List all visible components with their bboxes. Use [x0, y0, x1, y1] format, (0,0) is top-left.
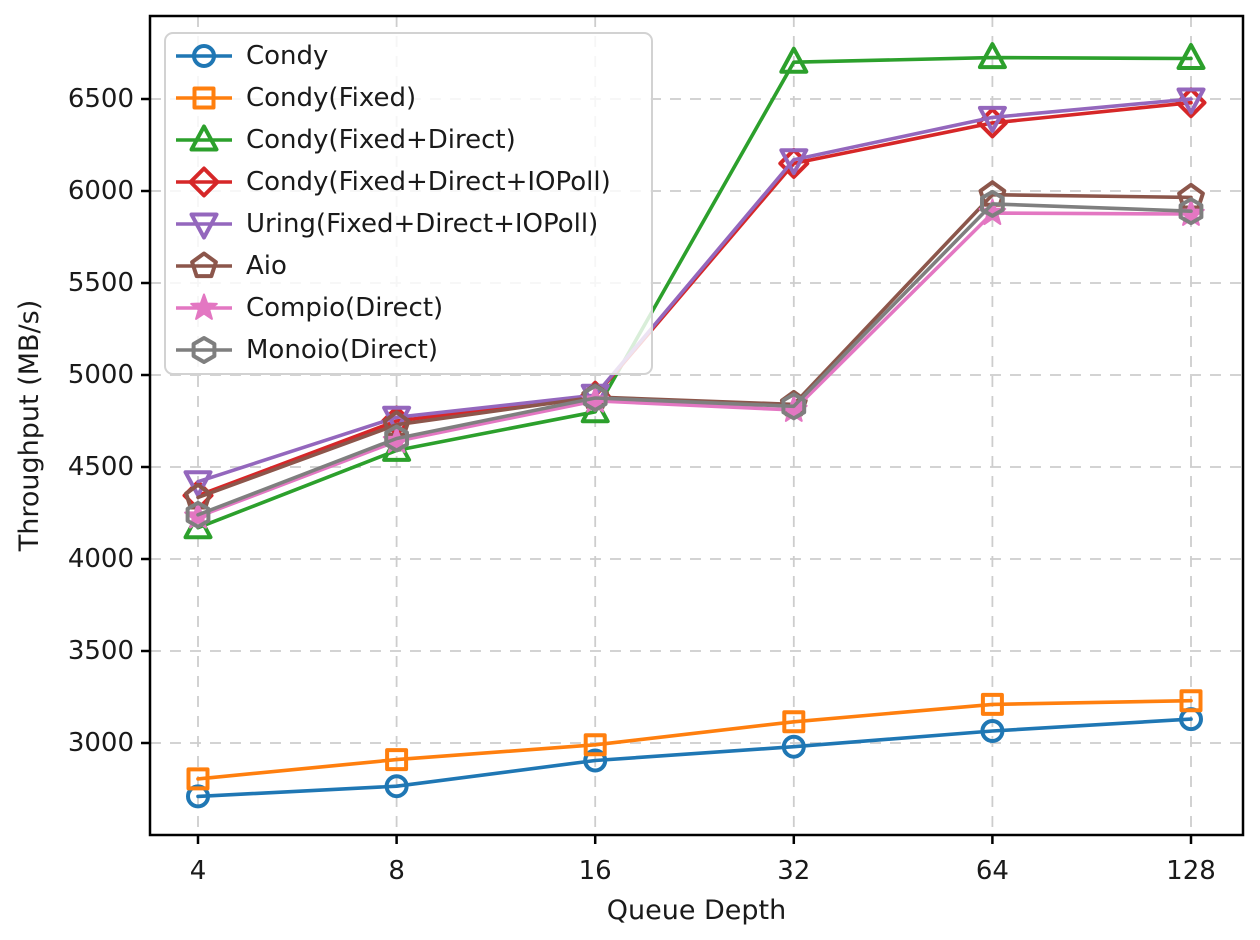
x-tick-label-16: 16: [579, 856, 612, 886]
marker-condy-fixed-qd128: [1179, 689, 1203, 713]
legend-marker-condy-fixed-direct: [189, 124, 219, 152]
legend-marker-monoio-direct: [191, 336, 217, 364]
marker-condy-fixed-qd32: [782, 710, 806, 734]
line-compio-direct: [196, 211, 1193, 519]
legend-marker-condy-fixed-direct-iopoll: [188, 166, 220, 198]
y-tick-label-4500: 4500: [68, 452, 134, 482]
legend-marker-condy: [192, 44, 216, 68]
x-tick-label-32: 32: [777, 856, 810, 886]
y-tick-label-5500: 5500: [68, 268, 134, 298]
legend-label-compio-direct: Compio(Direct): [246, 293, 443, 323]
x-tick-label-4: 4: [190, 856, 207, 886]
legend-label-condy: Condy: [246, 41, 328, 71]
legend-label-condy-fixed-direct: Condy(Fixed+Direct): [246, 125, 516, 155]
series-condy: [186, 707, 1203, 809]
legend-item-condy-fixed-direct: Condy(Fixed+Direct): [176, 124, 516, 155]
line-monoio-direct: [196, 202, 1193, 517]
legend-label-aio: Aio: [246, 251, 287, 281]
marker-monoio-direct-qd64: [980, 189, 1005, 218]
marker-condy-qd64: [980, 719, 1005, 743]
marker-condy-fixed-qd4: [186, 767, 210, 791]
y-tick-label-6000: 6000: [68, 176, 134, 206]
legend-label-monoio-direct: Monoio(Direct): [246, 335, 438, 365]
marker-uring-fixed-direct-iopoll-qd128: [1176, 87, 1206, 115]
y-tick-label-3500: 3500: [68, 636, 134, 666]
series-condy-fixed: [186, 689, 1203, 791]
x-axis-label: Queue Depth: [607, 895, 787, 926]
legend-label-condy-fixed-direct-iopoll: Condy(Fixed+Direct+IOPoll): [246, 167, 611, 197]
legend-marker-condy-fixed: [192, 86, 216, 110]
marker-condy-fixed-direct-qd32: [779, 46, 809, 74]
marker-monoio-direct-qd8: [384, 424, 409, 453]
x-tick-label-128: 128: [1166, 856, 1216, 886]
series-monoio-direct: [185, 189, 1204, 529]
x-tick-label-64: 64: [976, 856, 1009, 886]
legend-item-condy-fixed: Condy(Fixed): [176, 83, 416, 113]
legend-item-uring-fixed-direct-iopoll: Uring(Fixed+Direct+IOPoll): [176, 209, 598, 240]
y-axis-label: Throughput (MB/s): [14, 300, 45, 552]
marker-monoio-direct-qd4: [185, 500, 211, 529]
y-tick-label-5000: 5000: [68, 360, 134, 390]
legend-frame: [164, 32, 653, 375]
line-uring-fixed-direct-iopoll: [196, 97, 1193, 484]
legend-marker-compio-direct: [190, 293, 218, 320]
legend-item-condy-fixed-direct-iopoll: Condy(Fixed+Direct+IOPoll): [176, 166, 611, 198]
legend-item-aio: Aio: [176, 251, 287, 281]
line-condy-fixed-direct: [196, 55, 1193, 530]
line-condy: [196, 717, 1193, 799]
marker-monoio-direct-qd128: [1178, 197, 1204, 226]
y-tick-label-3000: 3000: [68, 728, 134, 758]
marker-condy-fixed-direct-qd64: [977, 42, 1007, 70]
marker-monoio-direct-qd16: [582, 384, 608, 412]
marker-monoio-direct-qd32: [781, 392, 807, 421]
legend-item-condy: Condy: [176, 41, 328, 71]
marker-condy-fixed-direct-qd128: [1176, 43, 1206, 70]
line-condy-fixed: [196, 698, 1193, 781]
y-tick-label-4000: 4000: [68, 544, 134, 574]
marker-condy-fixed-qd8: [385, 748, 409, 772]
marker-condy-qd8: [384, 774, 409, 799]
marker-uring-fixed-direct-iopoll-qd64: [977, 105, 1007, 133]
legend-item-monoio-direct: Monoio(Direct): [176, 335, 438, 365]
marker-condy-qd32: [781, 734, 806, 759]
marker-condy-qd16: [583, 748, 608, 773]
marker-condy-fixed-qd64: [980, 692, 1004, 716]
legend-label-uring-fixed-direct-iopoll: Uring(Fixed+Direct+IOPoll): [246, 209, 598, 239]
x-tick-label-8: 8: [388, 856, 405, 886]
legend-marker-uring-fixed-direct-iopoll: [189, 212, 219, 240]
axes-frame: [148, 14, 1245, 837]
legend: Condy Condy(Fixed) Condy(Fixed+Direct) Cond…: [164, 32, 653, 375]
legend-marker-aio: [190, 251, 218, 279]
marker-uring-fixed-direct-iopoll-qd4: [183, 470, 213, 498]
marker-uring-fixed-direct-iopoll-qd8: [382, 405, 412, 433]
legend-label-condy-fixed: Condy(Fixed): [246, 83, 416, 113]
y-tick-label-6500: 6500: [68, 84, 134, 114]
axis-ticks: [141, 97, 1193, 844]
marker-uring-fixed-direct-iopoll-qd32: [779, 148, 809, 176]
marker-condy-fixed-qd16: [583, 733, 607, 757]
legend-item-compio-direct: Compio(Direct): [176, 293, 443, 323]
